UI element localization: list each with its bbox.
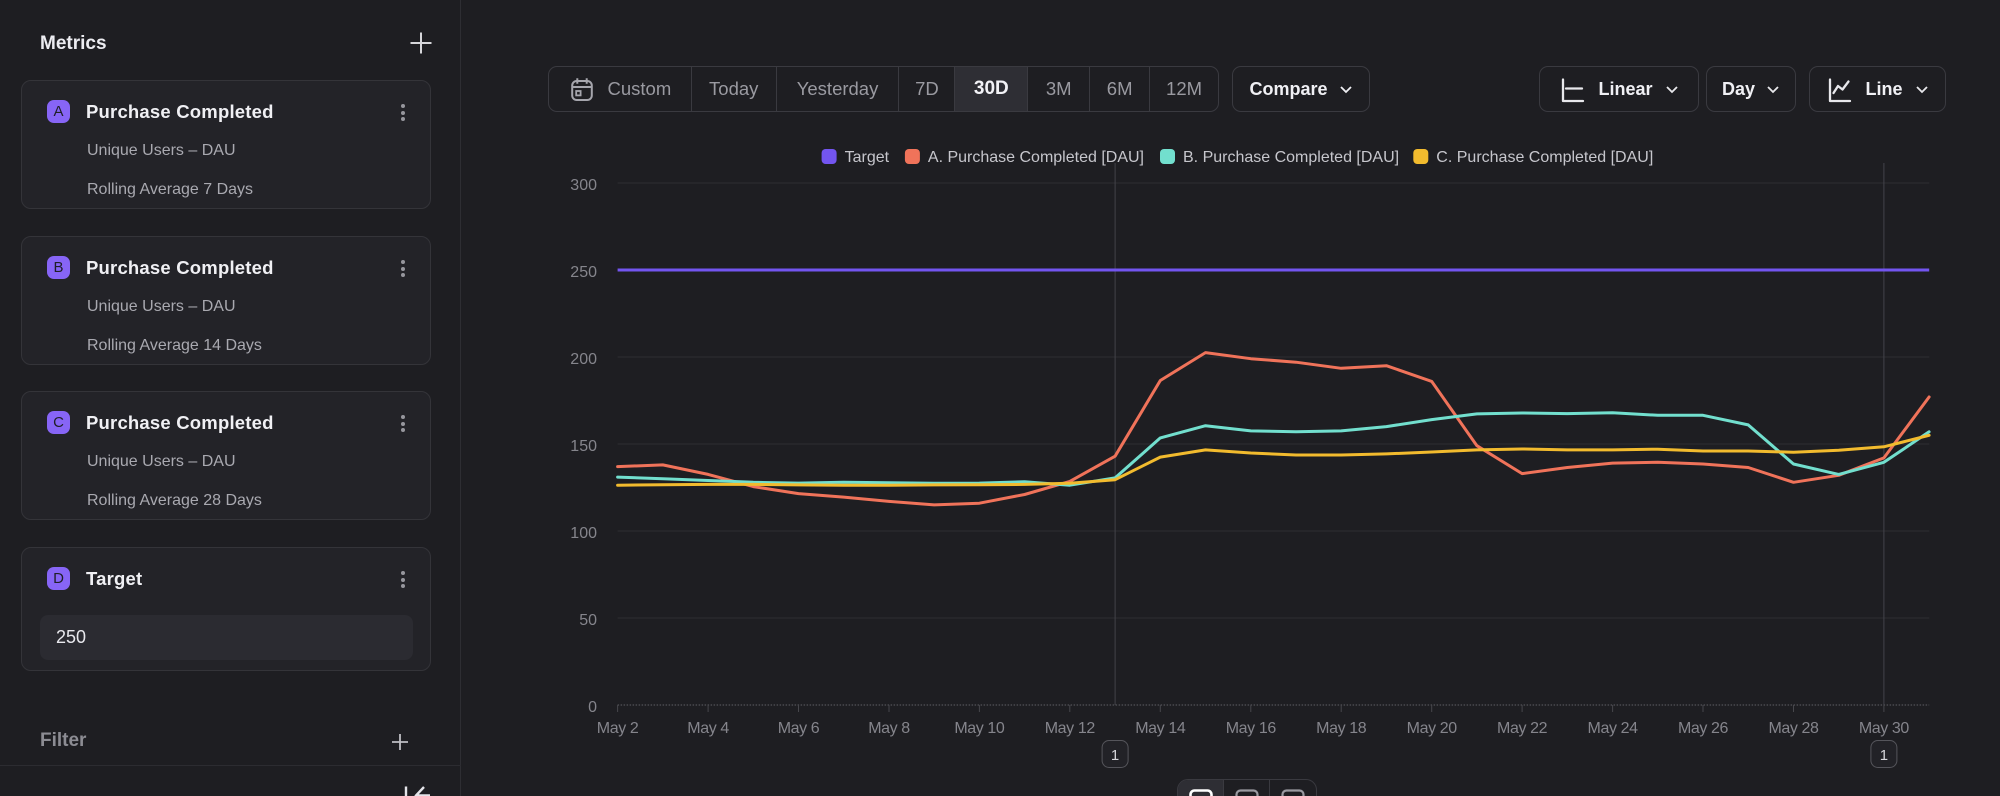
svg-text:300: 300	[570, 177, 597, 194]
svg-text:May 4: May 4	[687, 720, 729, 737]
svg-text:A. Purchase Completed [DAU]: A. Purchase Completed [DAU]	[928, 149, 1144, 166]
svg-text:100: 100	[570, 525, 597, 542]
svg-text:50: 50	[579, 612, 597, 629]
svg-text:May 20: May 20	[1407, 720, 1458, 737]
svg-text:C. Purchase Completed [DAU]: C. Purchase Completed [DAU]	[1436, 149, 1653, 166]
svg-text:May 8: May 8	[868, 720, 910, 737]
svg-text:May 30: May 30	[1859, 720, 1910, 737]
svg-text:May 6: May 6	[778, 720, 820, 737]
svg-text:150: 150	[570, 438, 597, 455]
svg-text:May 14: May 14	[1135, 720, 1186, 737]
svg-text:May 2: May 2	[597, 720, 639, 737]
svg-text:May 28: May 28	[1768, 720, 1819, 737]
svg-text:1: 1	[1111, 747, 1119, 764]
svg-text:0: 0	[588, 699, 597, 716]
svg-text:250: 250	[570, 264, 597, 281]
svg-text:May 22: May 22	[1497, 720, 1548, 737]
svg-text:May 26: May 26	[1678, 720, 1729, 737]
svg-text:200: 200	[570, 351, 597, 368]
svg-text:May 18: May 18	[1316, 720, 1367, 737]
svg-text:May 10: May 10	[954, 720, 1005, 737]
svg-text:May 12: May 12	[1045, 720, 1096, 737]
svg-text:Target: Target	[845, 149, 890, 166]
svg-text:May 24: May 24	[1588, 720, 1639, 737]
svg-text:May 16: May 16	[1226, 720, 1277, 737]
svg-text:1: 1	[1880, 747, 1888, 764]
svg-text:B. Purchase Completed [DAU]: B. Purchase Completed [DAU]	[1183, 149, 1399, 166]
